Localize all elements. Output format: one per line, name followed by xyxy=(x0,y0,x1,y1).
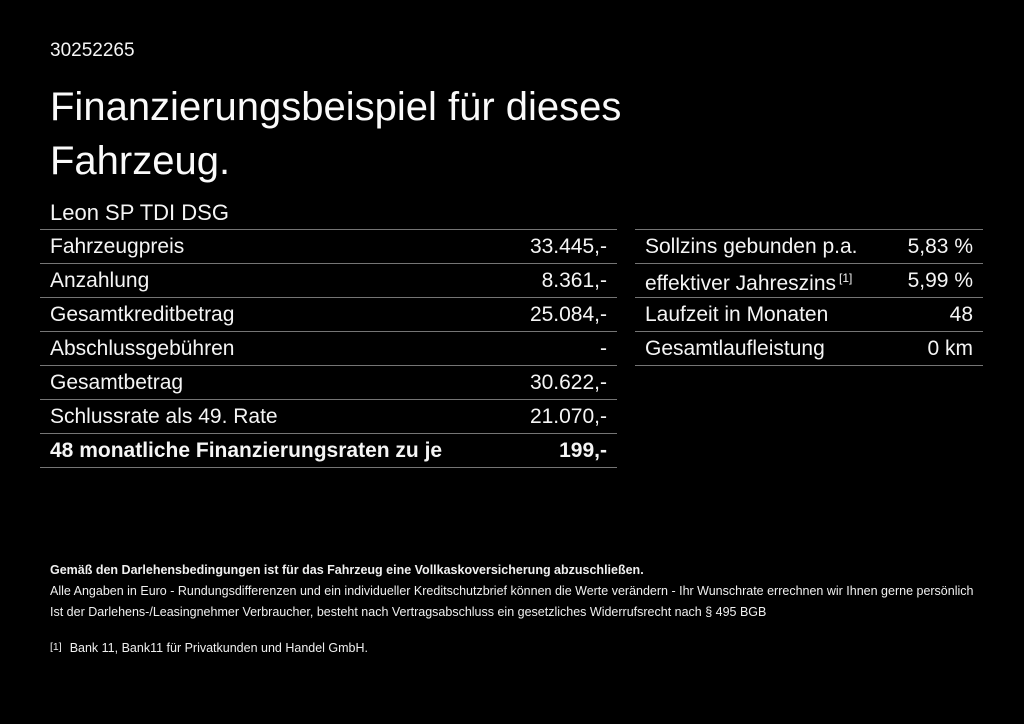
disclaimer-line-1: Alle Angaben in Euro - Rundungsdifferenz… xyxy=(50,584,974,598)
header: 30252265 Finanzierungsbeispiel für diese… xyxy=(0,0,1024,226)
row-value: 199,- xyxy=(559,438,607,462)
footnote: [1] Bank 11, Bank11 für Privatkunden und … xyxy=(50,637,984,659)
row-label: Gesamtbetrag xyxy=(50,370,184,394)
row-label: 48 monatliche Finanzierungsraten zu je xyxy=(50,438,443,462)
disclaimer-line-2: Ist der Darlehens-/Leasingnehmer Verbrau… xyxy=(50,605,767,619)
table-row-anzahlung: Anzahlung 8.361,- xyxy=(40,264,617,298)
vehicle-model-label: Leon SP TDI DSG xyxy=(50,200,229,225)
row-label: Schlussrate als 49. Rate xyxy=(50,404,278,428)
finance-table-right: Sollzins gebunden p.a. 5,83 % effektiver… xyxy=(635,229,983,366)
row-label: Sollzins gebunden p.a. xyxy=(645,234,858,258)
table-row-fahrzeugpreis: Fahrzeugpreis 33.445,- xyxy=(40,230,617,264)
doc-number: 30252265 xyxy=(50,40,135,61)
page-title: Finanzierungsbeispiel für dieses Fahrzeu… xyxy=(50,85,622,183)
legal-footer: Gemäß den Darlehensbedingungen ist für d… xyxy=(50,560,984,659)
row-value: 21.070,- xyxy=(529,404,607,428)
row-value: 0 km xyxy=(927,336,973,360)
finance-table-left: Fahrzeugpreis 33.445,- Anzahlung 8.361,-… xyxy=(40,229,617,468)
footnote-text: Bank 11, Bank11 für Privatkunden und Han… xyxy=(69,641,369,655)
row-label: Laufzeit in Monaten xyxy=(645,302,829,326)
table-row-sollzins: Sollzins gebunden p.a. 5,83 % xyxy=(635,230,983,264)
row-value: 48 xyxy=(949,302,973,326)
row-value: 5,99 % xyxy=(907,268,973,292)
table-row-effektiver-jahreszins: effektiver Jahreszins [1] 5,99 % xyxy=(635,264,983,298)
footnote-reference: [1] xyxy=(839,270,853,285)
table-row-abschlussgebuehren: Abschlussgebühren - xyxy=(40,332,617,366)
row-value: - xyxy=(600,336,607,360)
row-value: 30.622,- xyxy=(529,370,607,394)
row-value: 33.445,- xyxy=(529,234,607,258)
row-label: Anzahlung xyxy=(50,268,150,292)
row-label: Gesamtkreditbetrag xyxy=(50,302,235,326)
row-value: 5,83 % xyxy=(907,234,973,258)
row-label: Fahrzeugpreis xyxy=(50,234,185,258)
table-row-gesamtlaufleistung: Gesamtlaufleistung 0 km xyxy=(635,332,983,366)
row-label: effektiver Jahreszins [1] xyxy=(645,270,853,295)
footnote-marker: [1] xyxy=(50,641,62,653)
table-row-monatsrate: 48 monatliche Finanzierungsraten zu je 1… xyxy=(40,434,617,468)
table-row-laufzeit: Laufzeit in Monaten 48 xyxy=(635,298,983,332)
table-row-gesamtbetrag: Gesamtbetrag 30.622,- xyxy=(40,366,617,400)
row-label: Gesamtlaufleistung xyxy=(645,336,825,360)
row-value: 8.361,- xyxy=(541,268,607,292)
finance-tables: Fahrzeugpreis 33.445,- Anzahlung 8.361,-… xyxy=(40,229,984,468)
row-value: 25.084,- xyxy=(529,302,607,326)
table-row-gesamtkreditbetrag: Gesamtkreditbetrag 25.084,- xyxy=(40,298,617,332)
insurance-note: Gemäß den Darlehensbedingungen ist für d… xyxy=(50,563,644,577)
row-label: Abschlussgebühren xyxy=(50,336,235,360)
table-row-schlussrate: Schlussrate als 49. Rate 21.070,- xyxy=(40,400,617,434)
